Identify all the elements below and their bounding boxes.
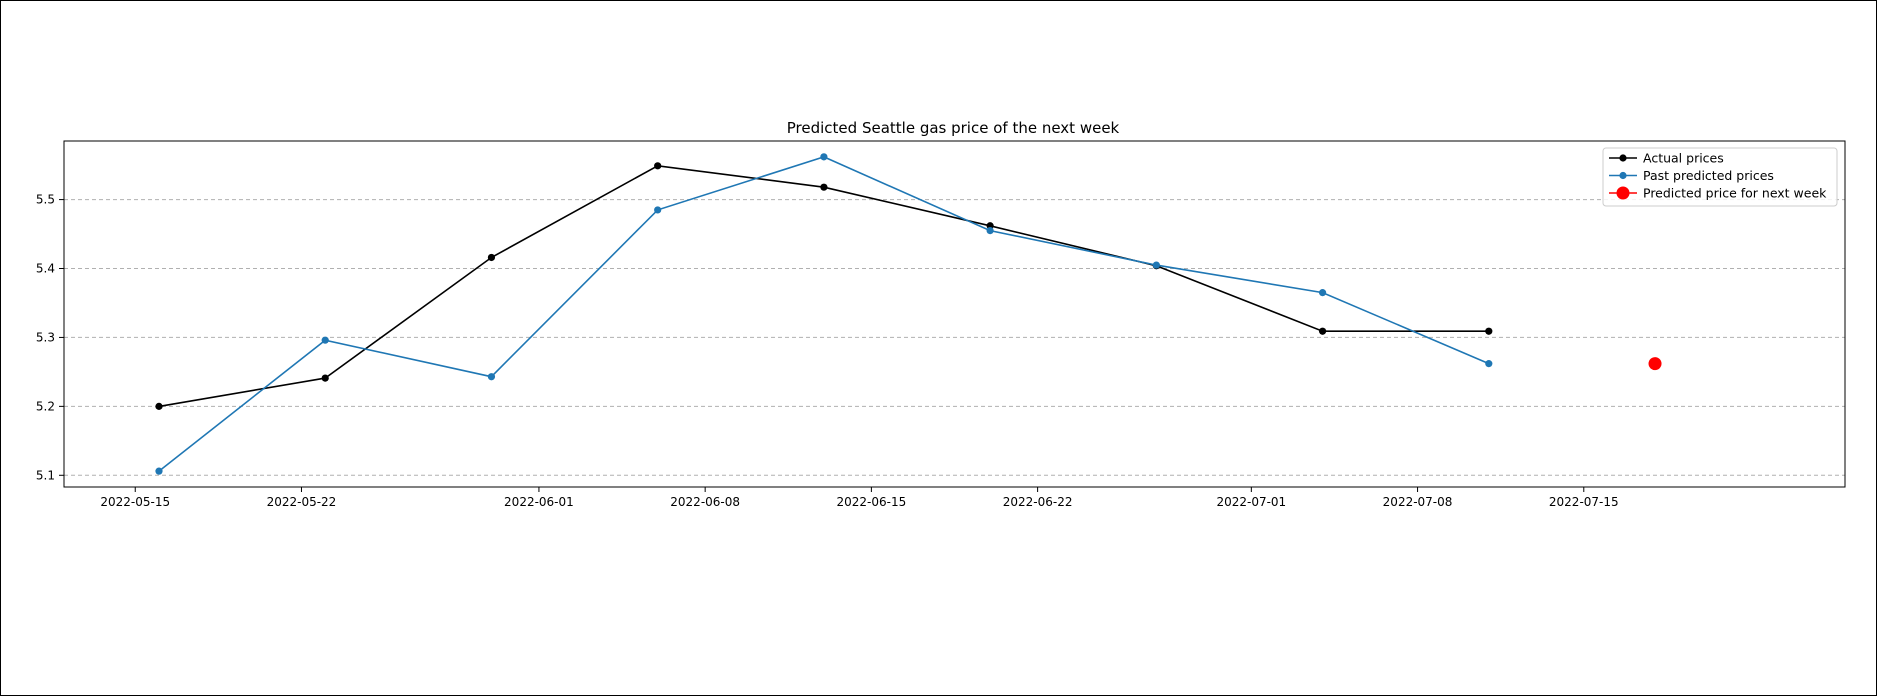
x-tick-label: 2022-05-15 (100, 495, 170, 509)
series-2 (1648, 357, 1662, 371)
data-point (820, 183, 828, 191)
legend-label: Predicted price for next week (1643, 186, 1827, 201)
legend-entry: Past predicted prices (1609, 168, 1774, 183)
data-point (321, 374, 329, 382)
x-tick-label: 2022-07-08 (1383, 495, 1453, 509)
series-line (158, 164, 1489, 408)
x-tick-label: 2022-06-08 (670, 495, 740, 509)
y-axis: 5.1 5.2 5.3 5.4 5.5 (36, 193, 64, 482)
y-tick-label: 5.2 (36, 399, 55, 413)
data-point (487, 373, 496, 381)
legend-marker (1619, 154, 1627, 162)
plot-area-border (63, 140, 1846, 488)
y-tick-label: 5.1 (36, 468, 55, 482)
data-point (321, 336, 329, 344)
data-point (654, 206, 662, 214)
data-point (155, 467, 163, 475)
x-axis: 2022-05-15 2022-05-22 2022-06-01 2022-06-08… (100, 487, 1619, 509)
series-0 (155, 162, 1493, 410)
x-tick-label: 2022-06-15 (837, 495, 907, 509)
chart-title: Predicted Seattle gas price of the next … (787, 119, 1120, 137)
y-tick-label: 5.3 (36, 330, 55, 344)
data-point (155, 402, 163, 410)
legend-marker (1616, 186, 1630, 200)
data-point (986, 227, 994, 235)
series-layer (155, 153, 1662, 475)
legend-box (1602, 147, 1838, 207)
data-point (1648, 357, 1662, 371)
data-point (487, 253, 496, 262)
legend-label: Actual prices (1643, 151, 1724, 166)
y-tick-label: 5.5 (36, 193, 55, 207)
legend: Actual prices Past predicted prices Predic… (1602, 147, 1838, 207)
grid-lines (64, 199, 1845, 476)
x-tick-label: 2022-06-22 (1003, 495, 1073, 509)
legend-marker (1619, 171, 1627, 180)
series-1 (155, 153, 1493, 475)
data-point (654, 162, 662, 170)
data-point (1152, 261, 1160, 269)
y-tick-label: 5.4 (36, 262, 55, 276)
legend-entry: Actual prices (1609, 151, 1724, 166)
series-line (158, 156, 1490, 472)
data-point (1318, 289, 1327, 297)
x-tick-label: 2022-07-15 (1549, 495, 1619, 509)
data-point (1485, 360, 1493, 368)
legend-entry: Predicted price for next week (1609, 186, 1827, 201)
data-point (1485, 327, 1493, 335)
x-tick-label: 2022-05-22 (267, 495, 337, 509)
data-point (820, 153, 828, 161)
data-point (1318, 327, 1327, 335)
x-tick-label: 2022-07-01 (1216, 495, 1286, 509)
legend-label: Past predicted prices (1643, 168, 1774, 183)
x-tick-label: 2022-06-01 (504, 495, 574, 509)
